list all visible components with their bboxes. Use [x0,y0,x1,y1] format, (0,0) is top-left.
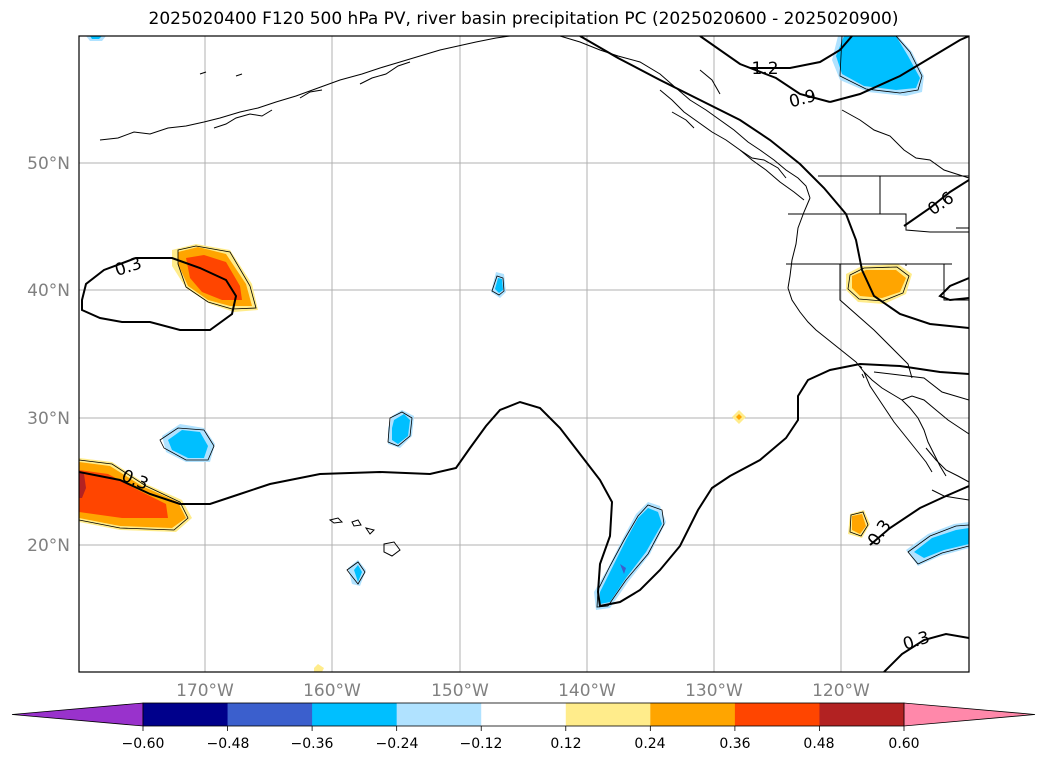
colorbar-tick-label: 0.60 [888,736,919,752]
colorbar-tick-label: −0.12 [460,736,503,752]
colorbar-segment [312,703,398,726]
lon-label: 130°W [685,681,743,701]
latitude-labels: 50°N 40°N 30°N 20°N [27,154,70,556]
colorbar-tick-label: 0.12 [550,736,581,752]
colorbar-tick-label: −0.24 [376,736,419,752]
colorbar-tick-label: −0.60 [122,736,165,752]
lon-label: 160°W [303,681,361,701]
colorbar-segment [143,703,229,726]
colorbar-over-triangle [903,702,1036,727]
colorbar-segment [565,703,651,726]
contour-label: 1.2 [751,59,778,79]
lat-label: 40°N [27,281,70,301]
colorbar-segment [396,703,482,726]
islands [199,71,865,557]
longitude-labels: 170°W 160°W 150°W 140°W 130°W 120°W [176,681,870,701]
lon-label: 150°W [431,681,489,701]
pv-contours [79,36,969,672]
lat-label: 30°N [27,409,70,429]
colorbar-tick-label: 0.24 [634,736,665,752]
lon-label: 120°W [812,681,870,701]
contour-label: 0.6 [924,188,958,220]
lat-label: 50°N [27,154,70,174]
colorbar-segment [227,703,313,726]
colorbar-segment [481,703,567,726]
colorbar-tick-label: 0.36 [719,736,750,752]
lat-label: 20°N [27,536,70,556]
colorbar-tick-label: −0.48 [207,736,250,752]
colorbar-under-triangle [11,702,144,727]
lon-label: 140°W [558,681,616,701]
colorbar-segment [650,703,736,726]
contour-label: 0.9 [787,86,818,112]
precip-shading [79,36,969,672]
colorbar-segment [734,703,820,726]
map-title: 2025020400 F120 500 hPa PV, river basin … [148,9,899,29]
colorbar-tick-labels: −0.60 −0.48 −0.36 −0.24 −0.12 0.12 0.24 … [122,736,920,752]
colorbar-tick-label: −0.36 [291,736,334,752]
colorbar-segment [819,703,905,726]
contour-labels: 1.2 0.9 0.6 0.3 0.3 0.3 0.3 [113,59,958,655]
contour-label: 0.3 [901,628,933,655]
map-frame [78,35,970,673]
gridlines [79,36,969,672]
colorbar-tick-label: 0.48 [803,736,834,752]
lon-label: 170°W [176,681,234,701]
coastlines [99,36,969,501]
colorbar: −0.60 −0.48 −0.36 −0.24 −0.12 0.12 0.24 … [11,702,1036,752]
